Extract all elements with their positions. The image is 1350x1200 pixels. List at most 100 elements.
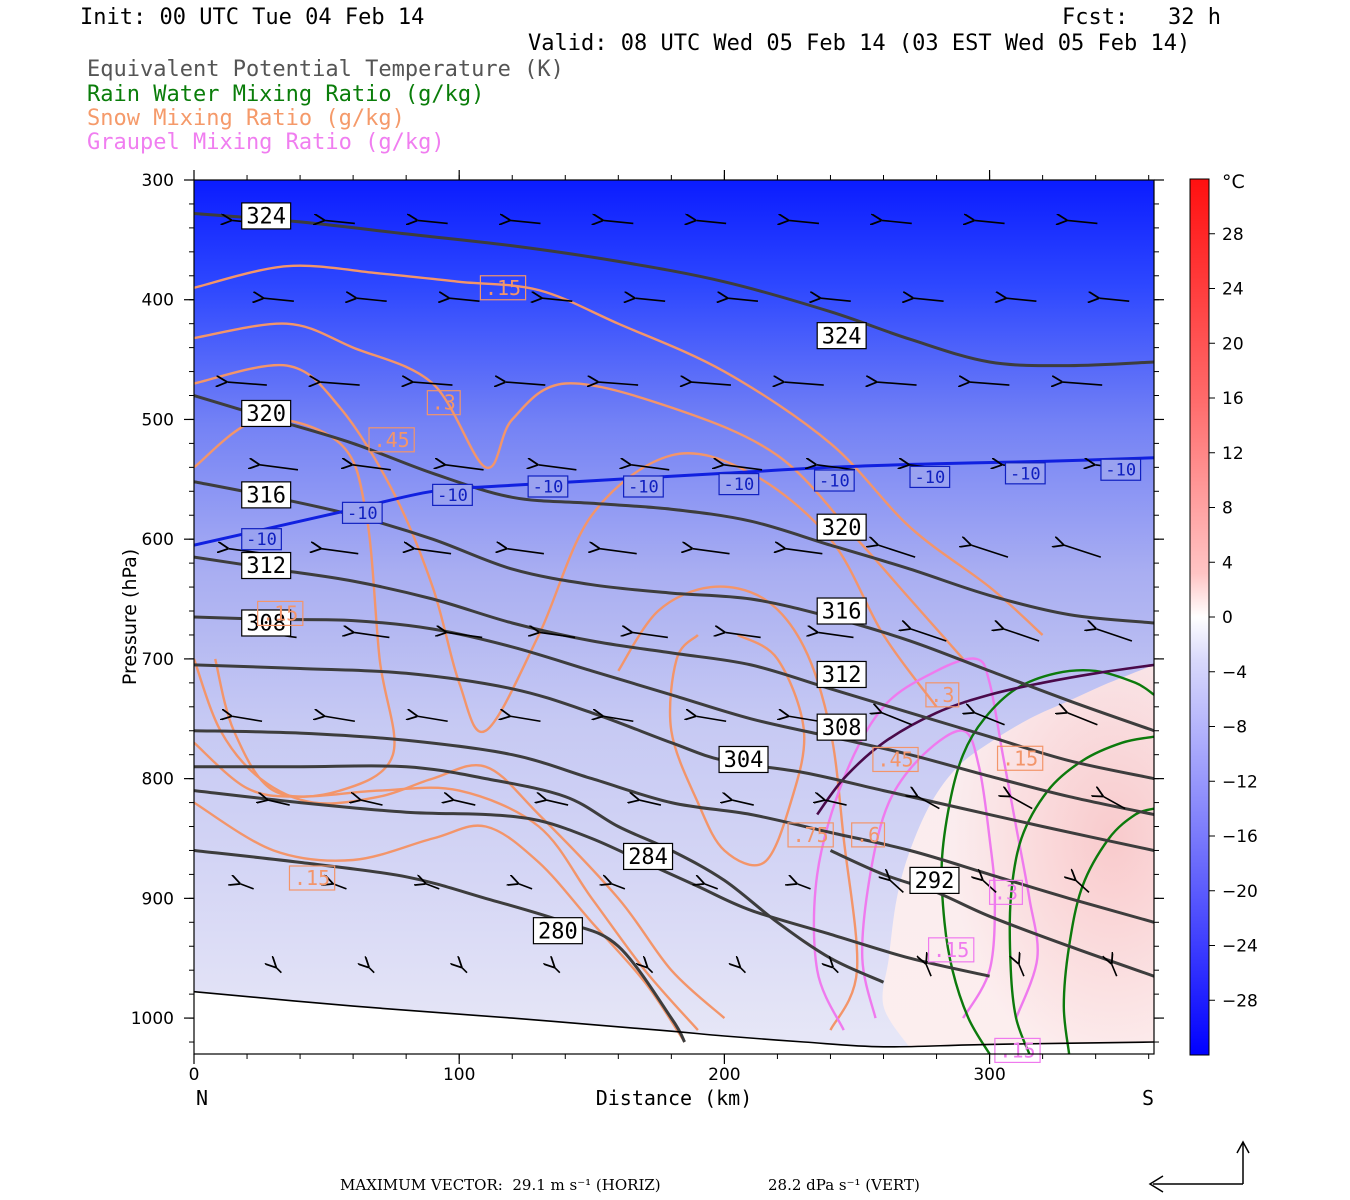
svg-text:-10: -10 (533, 477, 564, 497)
wind-vector (240, 884, 254, 890)
svg-text:.15: .15 (485, 276, 521, 300)
wind-vector (825, 800, 847, 806)
svg-text:-10: -10 (914, 468, 945, 488)
wind-vector (600, 549, 637, 555)
theta-e-label: 316 (816, 597, 867, 625)
svg-text:.45: .45 (374, 428, 410, 452)
y-tick-label: 1000 (131, 1009, 174, 1029)
wind-vector (1067, 713, 1098, 726)
wind-vector (454, 800, 476, 806)
wind-vector (1063, 382, 1103, 385)
theta-e-contour (194, 394, 1154, 625)
wind-vector (449, 298, 480, 301)
reference-vector-icon (1148, 1140, 1250, 1193)
theta-e-label: 304 (718, 745, 769, 773)
snow-label: .3 (925, 682, 960, 708)
x-axis-title: Distance (km) (596, 1086, 753, 1110)
theta-e-label: 292 (909, 866, 960, 894)
wind-vector (361, 800, 383, 806)
rain-contour (940, 668, 1154, 1054)
wind-vector (786, 549, 823, 555)
isotherm-label: -10 (241, 528, 282, 551)
isotherm-label: -10 (1004, 462, 1046, 485)
colorbar-label: −16 (1222, 827, 1258, 847)
svg-text:.3: .3 (994, 880, 1018, 904)
wind-vector (447, 632, 483, 639)
svg-text:.45: .45 (877, 747, 913, 771)
theta-e-label: 284 (623, 842, 674, 870)
isotherm-label: -10 (623, 475, 664, 498)
colorbar-label: 4 (1222, 553, 1233, 573)
isotherm-label: -10 (527, 475, 569, 498)
wind-vector (325, 220, 355, 223)
theta-e-label: 312 (241, 551, 292, 579)
wind-vector (1103, 797, 1126, 810)
colorbar-label: 24 (1222, 280, 1244, 300)
svg-text:284: 284 (628, 845, 668, 870)
wind-vector (821, 298, 851, 301)
wind-vector (232, 716, 263, 723)
svg-text:312: 312 (246, 554, 286, 579)
wind-vector (1064, 545, 1102, 558)
snow-contour (194, 658, 726, 1019)
isotherm-label: -10 (813, 469, 855, 492)
x-endpoint-north: N (196, 1086, 208, 1110)
wind-vector (357, 298, 387, 301)
wind-vector (510, 716, 541, 723)
wind-vector (506, 382, 546, 385)
isotherm-label: -10 (1100, 458, 1142, 481)
wind-vector (648, 968, 654, 974)
y-tick-label: 700 (142, 650, 174, 670)
theta-e-contour (194, 849, 686, 1043)
wind-vector (538, 465, 577, 471)
wind-vector (1097, 629, 1133, 642)
snow-contour (617, 585, 859, 1031)
colorbar-label: −12 (1222, 772, 1258, 792)
wind-vector (918, 797, 940, 810)
wind-vector (1006, 298, 1037, 301)
wind-vector (507, 549, 544, 555)
freezing-line (816, 663, 1154, 816)
svg-text:304: 304 (724, 748, 764, 773)
wind-vector (276, 968, 282, 974)
wind-vector (1076, 880, 1090, 893)
wind-vector (354, 632, 390, 639)
plot-frame (193, 179, 1155, 1055)
theta-e-contour (194, 789, 990, 978)
svg-text:308: 308 (246, 612, 286, 637)
svg-text:-10: -10 (628, 477, 659, 497)
snow-label: .15 (288, 865, 336, 891)
theta-e-contour (194, 615, 1154, 816)
wind-vector (612, 884, 626, 890)
x-endpoint-south: S (1142, 1086, 1154, 1110)
wind-vector (1004, 629, 1040, 642)
wind-vector (696, 716, 727, 723)
graupel-label: .3 (988, 879, 1023, 905)
snow-label: .45 (872, 746, 919, 773)
wind-vector (632, 632, 668, 639)
svg-text:-10: -10 (1105, 461, 1136, 481)
wind-vector (971, 545, 1009, 558)
wind-vector (418, 716, 448, 723)
wind-vector (696, 220, 727, 223)
x-tick-label: 300 (973, 1065, 1005, 1085)
graupel-contour (812, 657, 1039, 1031)
wind-vector (353, 465, 391, 471)
x-tick-label: 200 (708, 1065, 740, 1085)
wind-vector (784, 382, 824, 385)
y-tick-label: 800 (142, 770, 174, 790)
colorbar-label: 12 (1222, 444, 1244, 464)
x-tick-label: 100 (443, 1065, 475, 1085)
wind-vector (833, 968, 839, 974)
y-axis-title: Pressure (hPa) (119, 549, 141, 685)
wind-vector (1019, 964, 1025, 977)
colorbar-label: −24 (1222, 937, 1258, 957)
theta-e-contour (194, 729, 1154, 924)
svg-text:308: 308 (822, 716, 862, 741)
colorbar-label: −28 (1222, 991, 1258, 1011)
wind-vector (540, 632, 576, 639)
y-tick-label: 500 (142, 410, 174, 430)
theta-e-label: 320 (816, 513, 867, 541)
wind-vector (926, 964, 932, 977)
